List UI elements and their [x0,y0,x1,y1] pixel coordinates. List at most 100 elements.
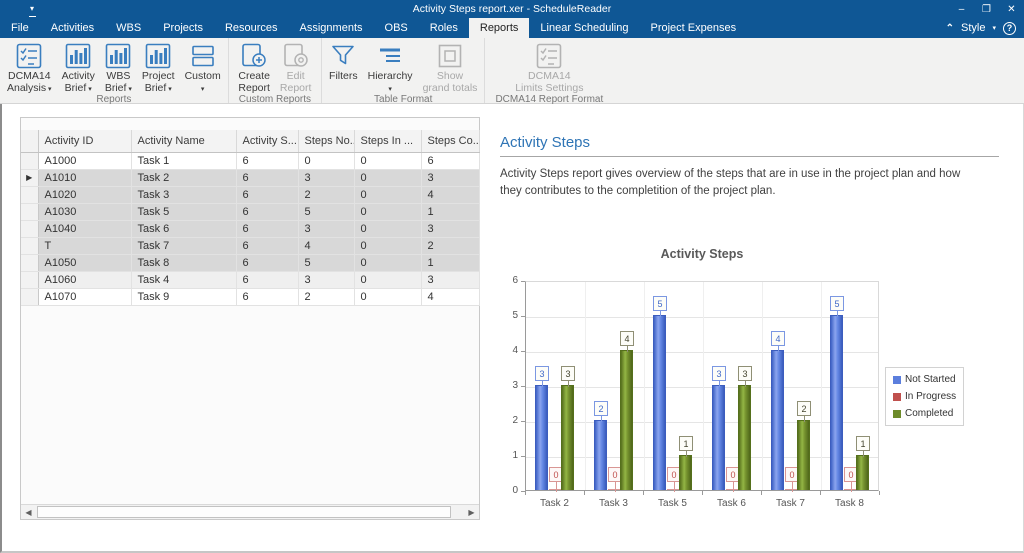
horizontal-scrollbar[interactable]: ◀ ▶ [21,504,479,519]
menu-tab-wbs[interactable]: WBS [116,22,142,34]
table-cell[interactable]: 0 [354,271,422,289]
table-cell[interactable]: A1010 [38,169,132,187]
scrollbar-thumb[interactable] [37,506,451,518]
filters-button[interactable]: Filters [324,39,363,82]
row-selector-header[interactable] [21,130,39,153]
collapse-ribbon-icon[interactable]: ⌃ [945,22,955,34]
table-cell[interactable]: 6 [236,220,299,238]
column-header-steps-no[interactable]: Steps No... [298,130,355,153]
quick-access-toolbar-icon[interactable]: ▾ [28,5,36,17]
table-cell[interactable]: 6 [236,152,299,170]
table-cell[interactable]: A1030 [38,203,132,221]
table-cell[interactable]: 2 [298,288,355,306]
table-cell[interactable]: A1000 [38,152,132,170]
table-cell[interactable]: 6 [421,152,480,170]
column-header-activity-id[interactable]: Activity ID [38,130,132,153]
table-cell[interactable]: 3 [421,271,480,289]
table-cell[interactable]: Task 6 [131,220,237,238]
row-selector-cell[interactable] [21,152,39,170]
table-cell[interactable]: 5 [298,254,355,272]
row-selector-cell[interactable] [21,254,39,272]
table-cell[interactable]: 2 [298,186,355,204]
menu-tab-obs[interactable]: OBS [384,22,408,34]
table-cell[interactable]: A1060 [38,271,132,289]
table-cell[interactable]: Task 4 [131,271,237,289]
table-cell[interactable]: A1040 [38,220,132,238]
menu-tab-reports[interactable]: Reports [468,18,530,38]
table-cell[interactable]: A1070 [38,288,132,306]
table-cell[interactable]: 4 [421,186,480,204]
row-selector-cell[interactable] [21,186,39,204]
table-cell[interactable]: A1020 [38,186,132,204]
table-cell[interactable]: 3 [298,271,355,289]
column-header-activity-s[interactable]: Activity S... [236,130,299,153]
table-cell[interactable]: 0 [354,203,422,221]
table-cell[interactable]: 0 [354,237,422,255]
table-cell[interactable]: 1 [421,203,480,221]
row-selector-cell[interactable] [21,237,39,255]
table-cell[interactable]: 0 [354,152,422,170]
menu-tab-activities[interactable]: Activities [50,22,95,34]
table-cell[interactable]: 6 [236,203,299,221]
table-cell[interactable]: 1 [421,254,480,272]
style-dropdown-icon[interactable]: ▾ [992,25,996,32]
table-cell[interactable]: 3 [421,220,480,238]
project-brief-button[interactable]: Project Brief ▾ [137,39,180,94]
table-cell[interactable]: Task 5 [131,203,237,221]
row-selector-cell[interactable]: ▶ [21,169,39,187]
table-cell[interactable]: A1050 [38,254,132,272]
style-menu[interactable]: Style [961,22,986,34]
table-cell[interactable]: 0 [354,186,422,204]
table-cell[interactable]: 0 [354,254,422,272]
table-cell[interactable]: 3 [298,220,355,238]
table-cell[interactable]: 0 [354,288,422,306]
table-cell[interactable]: T [38,237,132,255]
table-cell[interactable]: Task 7 [131,237,237,255]
dcma14-analysis-button[interactable]: DCMA14 Analysis ▾ [2,39,57,94]
table-cell[interactable]: 4 [421,288,480,306]
table-cell[interactable]: Task 1 [131,152,237,170]
restore-button[interactable]: ❐ [982,3,991,15]
table-cell[interactable]: Task 2 [131,169,237,187]
table-cell[interactable]: 0 [298,152,355,170]
table-cell[interactable]: Task 9 [131,288,237,306]
custom-button[interactable]: Custom ▾ [180,39,226,94]
table-cell[interactable]: Task 3 [131,186,237,204]
column-header-activity-name[interactable]: Activity Name [131,130,237,153]
menu-tab-file[interactable]: File [11,22,29,34]
table-cell[interactable]: 3 [421,169,480,187]
row-selector-cell[interactable] [21,271,39,289]
table-cell[interactable]: 3 [298,169,355,187]
table-cell[interactable]: 0 [354,220,422,238]
menu-tab-linear-scheduling[interactable]: Linear Scheduling [540,22,629,34]
table-cell[interactable]: 6 [236,271,299,289]
help-icon[interactable]: ? [1003,21,1016,35]
create-report-button[interactable]: Create Report [233,39,275,94]
close-button[interactable]: ✕ [1007,3,1016,15]
column-header-steps-co[interactable]: Steps Co... [421,130,480,153]
activity-steps-table[interactable]: Activity ID Activity Name Activity S... Ste… [21,130,480,306]
menu-tab-projects[interactable]: Projects [163,22,203,34]
menu-tab-assignments[interactable]: Assignments [299,22,363,34]
row-selector-cell[interactable] [21,220,39,238]
scroll-right-arrow[interactable]: ▶ [468,507,475,517]
row-selector-cell[interactable] [21,288,39,306]
table-cell[interactable]: 6 [236,237,299,255]
menu-tab-roles[interactable]: Roles [429,22,458,34]
hierarchy-button[interactable]: Hierarchy ▾ [363,39,418,94]
column-header-steps-in[interactable]: Steps In ... [354,130,422,153]
scroll-left-arrow[interactable]: ◀ [25,507,32,517]
table-cell[interactable]: 6 [236,288,299,306]
wbs-brief-button[interactable]: WBS Brief ▾ [100,39,137,94]
table-cell[interactable]: 6 [236,169,299,187]
minimize-button[interactable]: – [958,3,965,15]
